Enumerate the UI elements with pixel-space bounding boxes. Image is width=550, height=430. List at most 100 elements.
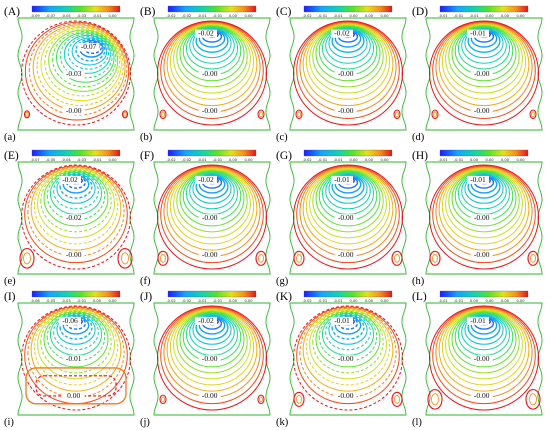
eddy-loop — [431, 109, 439, 120]
colorbar-tick: 0.00 — [244, 14, 253, 18]
streamline — [292, 164, 404, 270]
panel-sublabel: (d) — [412, 132, 425, 143]
contour-label: -0.00 — [66, 106, 82, 115]
colorbar-tick: 0.00 — [108, 299, 117, 303]
eddy-loop — [293, 250, 305, 266]
contour-label-bg — [59, 316, 81, 325]
colorbar-tick: 0.00 — [244, 158, 253, 162]
colorbar-tick: -0.02 — [302, 14, 311, 18]
contour-label-bg — [77, 43, 100, 52]
contour-label: -0.01 — [470, 175, 486, 184]
eddy-loop — [159, 394, 167, 405]
eddy-loop — [121, 110, 129, 119]
streamline — [428, 20, 540, 126]
contour-label-bg — [470, 251, 493, 260]
streamline — [296, 21, 400, 119]
colorbar-tick: 0.00 — [516, 158, 525, 162]
streamline — [20, 164, 132, 270]
streamline — [292, 305, 404, 411]
contour-label: -0.00 — [202, 391, 218, 400]
contour-label: -0.02 — [334, 29, 350, 38]
panel-j: -0.02 -0.02 -0.01 -0.01 0.00 0.00 (J) -0.02 -0.0… — [140, 290, 271, 428]
contour-label: -0.03 — [66, 69, 82, 78]
streamline — [432, 306, 536, 405]
contour-label: -0.01 — [66, 354, 82, 363]
eddy-loop — [295, 109, 303, 120]
eddy-loop — [429, 250, 441, 266]
colorbar-tick: -0.03 — [61, 299, 70, 303]
contour-label-bg — [334, 214, 357, 223]
colorbar — [303, 290, 393, 298]
colorbar-tick: 0.00 — [380, 158, 389, 162]
eddy-loop — [117, 247, 133, 269]
contour-label-bg — [195, 316, 217, 325]
streamline — [75, 38, 106, 62]
contour-label: -0.00 — [474, 106, 490, 115]
streamline — [46, 312, 106, 362]
contour-label-bg — [198, 392, 221, 401]
contour-label-bg — [470, 214, 493, 223]
colorbar-tick: -0.01 — [454, 158, 463, 162]
streamline — [182, 312, 242, 362]
contour-label: -0.00 — [202, 106, 218, 115]
streamline — [312, 310, 384, 374]
streamline — [315, 311, 381, 368]
streamline — [59, 315, 93, 340]
streamline — [312, 24, 384, 88]
streamline — [451, 170, 517, 227]
panel-sublabel: (k) — [276, 417, 289, 428]
contour-label-bg — [470, 107, 493, 116]
contour-label: -0.00 — [338, 106, 354, 115]
streamline — [448, 169, 520, 233]
streamline — [318, 312, 378, 362]
colorbar-tick: -0.03 — [77, 14, 86, 18]
contour-label-bg — [198, 107, 221, 116]
panel-a: -0.09 -0.07 -0.05 -0.03 -0.01 0.00 (A) -0.07 -0.… — [4, 5, 135, 143]
streamline — [166, 167, 258, 251]
colorbar-tick: 0.00 — [108, 158, 117, 162]
colorbar-tick: 0.00 — [229, 14, 238, 18]
colorbar-tick: -0.02 — [302, 158, 311, 162]
panel-title: (L) — [412, 291, 427, 303]
colorbar-tick: -0.02 — [182, 14, 191, 18]
colorbar-tick: -0.01 — [438, 158, 447, 162]
contour-label: -0.02 — [62, 175, 78, 184]
panel-g: -0.02 -0.01 -0.01 0.00 0.00 0.00 (G) -0.01 -0.00… — [276, 149, 407, 287]
streamline — [305, 308, 391, 386]
streamline — [37, 168, 115, 239]
contour-label-bg — [198, 214, 221, 223]
streamline — [28, 23, 128, 116]
eddy-loop — [25, 367, 127, 405]
eddy-loop — [160, 253, 166, 263]
colorbar — [167, 149, 257, 157]
eddy-loop — [23, 110, 31, 119]
colorbar-tick: -0.01 — [318, 299, 327, 303]
colorbar-tick: -0.01 — [197, 158, 206, 162]
eddy-loop — [433, 111, 437, 118]
streamline — [448, 310, 520, 374]
colorbar — [439, 290, 529, 298]
contour-label-bg — [331, 175, 353, 184]
eddy-loop — [391, 391, 403, 407]
panel-title: (A) — [4, 6, 20, 18]
streamline — [432, 165, 536, 264]
colorbar-tick: -0.03 — [77, 158, 86, 162]
contour-label-bg — [331, 316, 353, 325]
colorbar-tick: 0.00 — [380, 299, 389, 303]
contour-label-bg — [195, 175, 217, 184]
streamline — [179, 170, 245, 227]
eddy-loop — [258, 253, 264, 263]
streamline — [156, 305, 268, 411]
colorbar-tick: -0.01 — [454, 299, 463, 303]
streamline — [331, 315, 365, 340]
streamline — [454, 171, 514, 221]
eddy-loop — [255, 250, 267, 266]
eddy-loop — [123, 111, 127, 117]
contour-label-bg — [62, 251, 85, 260]
eddy-loop — [257, 109, 265, 120]
streamline — [176, 24, 248, 88]
streamline — [302, 167, 394, 251]
contour-label: -0.02 — [198, 29, 214, 38]
colorbar-tick: -0.07 — [30, 158, 39, 162]
contour-label: -0.07 — [81, 42, 97, 51]
